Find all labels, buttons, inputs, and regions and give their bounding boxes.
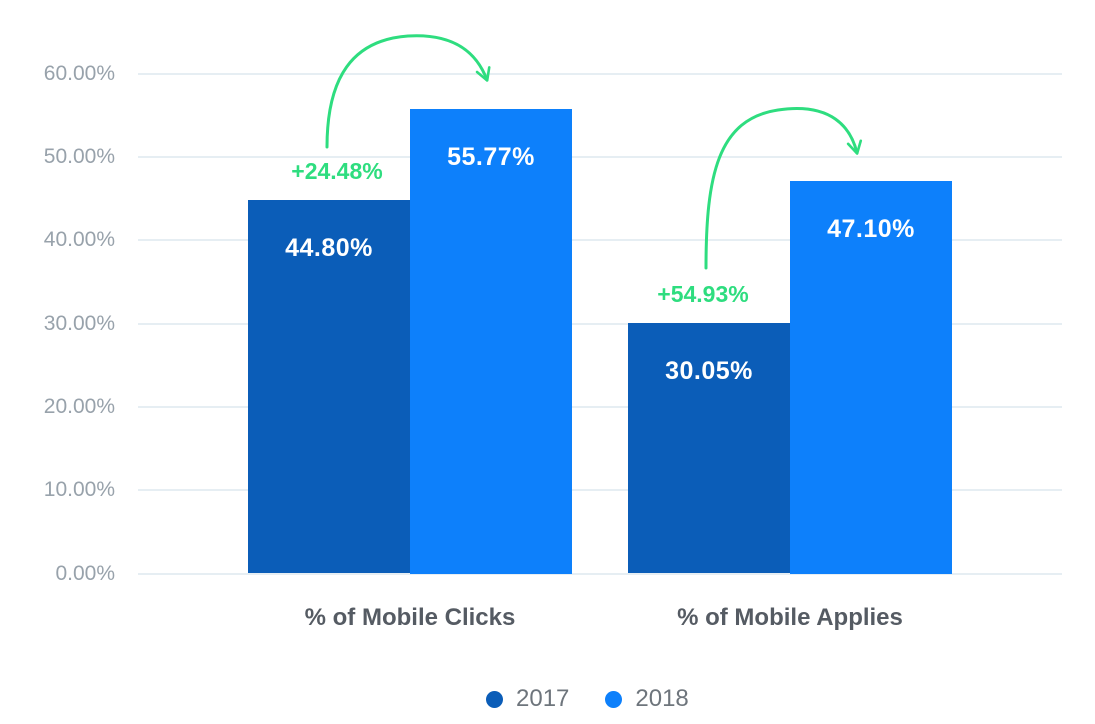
gridline — [138, 72, 1062, 75]
y-tick-label: 0.00% — [55, 561, 115, 585]
y-tick-label: 20.00% — [43, 394, 115, 418]
growth-annotation: +24.48% — [291, 158, 383, 184]
y-tick-label: 10.00% — [43, 478, 115, 502]
gridline — [138, 155, 1062, 158]
bar-value-label: 47.10% — [827, 215, 915, 243]
chart-legend: 2017 2018 — [486, 685, 689, 713]
legend-label: 2017 — [516, 685, 570, 712]
gridline — [138, 489, 1062, 492]
legend-dot-icon — [605, 690, 623, 708]
y-tick-label: 40.00% — [43, 228, 115, 252]
category-label: % of Mobile Applies — [677, 604, 903, 631]
bar-2017-applies: 30.05% — [628, 323, 790, 574]
gridline — [138, 572, 1062, 575]
legend-item-2017: 2017 — [486, 685, 569, 713]
gridline — [138, 405, 1062, 408]
gridline — [138, 322, 1062, 325]
legend-dot-icon — [486, 690, 503, 708]
growth-annotation: +54.93% — [657, 281, 749, 307]
legend-label: 2018 — [635, 685, 689, 712]
bar-2018-applies: 47.10% — [790, 181, 952, 574]
bar-value-label: 30.05% — [665, 357, 753, 386]
y-tick-label: 30.00% — [43, 311, 115, 335]
legend-item-2018: 2018 — [605, 685, 689, 713]
bar-value-label: 44.80% — [285, 234, 373, 263]
bar-2017-clicks: 44.80% — [248, 200, 410, 574]
y-tick-label: 60.00% — [43, 61, 115, 85]
gridline — [138, 239, 1062, 242]
category-label: % of Mobile Clicks — [304, 604, 516, 631]
bar-2018-clicks: 55.77% — [410, 108, 572, 574]
y-tick-label: 50.00% — [43, 144, 115, 168]
